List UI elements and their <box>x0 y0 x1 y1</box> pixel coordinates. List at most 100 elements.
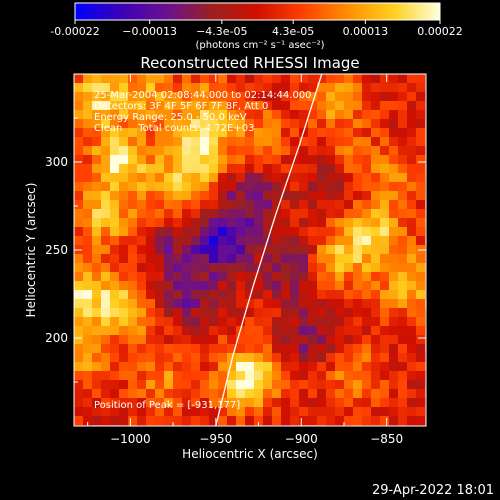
heatmap-cell <box>236 101 246 111</box>
heatmap-cell <box>128 371 138 381</box>
heatmap-cell <box>110 335 120 345</box>
heatmap-cell <box>236 245 246 255</box>
heatmap-cell <box>191 272 201 282</box>
heatmap-cell <box>200 110 210 120</box>
heatmap-cell <box>119 353 129 363</box>
heatmap-cell <box>290 290 300 300</box>
heatmap-cell <box>308 173 318 183</box>
heatmap-cell <box>218 371 228 381</box>
heatmap-cell <box>83 92 93 102</box>
heatmap-cell <box>110 380 120 390</box>
heatmap-cell <box>173 236 183 246</box>
heatmap-cell <box>335 362 345 372</box>
heatmap-cell <box>83 263 93 273</box>
heatmap-cell <box>353 281 363 291</box>
heatmap-cell <box>407 398 417 408</box>
heatmap-cell <box>335 407 345 417</box>
heatmap-cell <box>218 191 228 201</box>
heatmap-cell <box>218 407 228 417</box>
heatmap-cell <box>263 74 273 84</box>
heatmap-cell <box>119 389 129 399</box>
heatmap-cell <box>416 218 426 228</box>
x-tick-label: −850 <box>370 432 403 446</box>
heatmap-cell <box>173 389 183 399</box>
heatmap-cell <box>389 155 399 165</box>
heatmap-cell <box>155 164 165 174</box>
heatmap-cell <box>110 344 120 354</box>
heatmap-cell <box>263 227 273 237</box>
heatmap-cell <box>119 74 129 84</box>
heatmap-cell <box>389 254 399 264</box>
heatmap-cell <box>191 200 201 210</box>
heatmap-cell <box>416 389 426 399</box>
heatmap-cell <box>254 290 264 300</box>
heatmap-cell <box>317 290 327 300</box>
heatmap-cell <box>326 326 336 336</box>
heatmap-cell <box>272 191 282 201</box>
heatmap-cell <box>407 218 417 228</box>
heatmap-cell <box>83 362 93 372</box>
heatmap-cell <box>281 110 291 120</box>
heatmap-cell <box>101 371 111 381</box>
heatmap-cell <box>200 362 210 372</box>
heatmap-cell <box>371 236 381 246</box>
heatmap-cell <box>74 326 84 336</box>
heatmap-cell <box>227 200 237 210</box>
heatmap-cell <box>344 290 354 300</box>
heatmap-cell <box>164 362 174 372</box>
heatmap-cell <box>110 308 120 318</box>
heatmap-cell <box>164 83 174 93</box>
heatmap-cell <box>101 83 111 93</box>
heatmap-cell <box>209 299 219 309</box>
heatmap-cell <box>263 389 273 399</box>
heatmap-cell <box>191 74 201 84</box>
heatmap-cell <box>335 92 345 102</box>
heatmap-cell <box>335 317 345 327</box>
heatmap-cell <box>92 389 102 399</box>
heatmap-cell <box>407 128 417 138</box>
heatmap-cell <box>398 308 408 318</box>
heatmap-cell <box>236 308 246 318</box>
heatmap-cell <box>110 200 120 210</box>
heatmap-cell <box>74 272 84 282</box>
heatmap-cell <box>263 407 273 417</box>
heatmap-cell <box>380 236 390 246</box>
heatmap-cell <box>308 110 318 120</box>
heatmap-cell <box>128 119 138 129</box>
heatmap-cell <box>119 245 129 255</box>
heatmap-cell <box>254 281 264 291</box>
heatmap-cell <box>263 209 273 219</box>
heatmap-cell <box>173 371 183 381</box>
heatmap-cell <box>335 245 345 255</box>
heatmap-cell <box>236 299 246 309</box>
heatmap-cell <box>155 227 165 237</box>
heatmap-cell <box>218 218 228 228</box>
heatmap-cell <box>155 182 165 192</box>
heatmap-cell <box>326 155 336 165</box>
heatmap-cell <box>137 326 147 336</box>
heatmap-cell <box>236 236 246 246</box>
heatmap-cell <box>362 407 372 417</box>
heatmap-cell <box>119 236 129 246</box>
heatmap-cell <box>182 371 192 381</box>
heatmap-cell <box>281 101 291 111</box>
heatmap-cell <box>200 191 210 201</box>
heatmap-cell <box>191 236 201 246</box>
heatmap-cell <box>92 146 102 156</box>
heatmap-cell <box>299 371 309 381</box>
heatmap-cell <box>371 308 381 318</box>
heatmap-cell <box>299 164 309 174</box>
heatmap-cell <box>200 317 210 327</box>
heatmap-cell <box>200 326 210 336</box>
heatmap-cell <box>389 236 399 246</box>
heatmap-cell <box>407 281 417 291</box>
heatmap-cell <box>326 362 336 372</box>
heatmap-cell <box>362 335 372 345</box>
heatmap-cell <box>380 227 390 237</box>
heatmap-cell <box>380 173 390 183</box>
heatmap-cell <box>182 389 192 399</box>
heatmap-cell <box>389 326 399 336</box>
colorbar-tick-label: 0.00013 <box>343 25 389 38</box>
heatmap-cell <box>119 416 129 426</box>
heatmap-cell <box>110 110 120 120</box>
